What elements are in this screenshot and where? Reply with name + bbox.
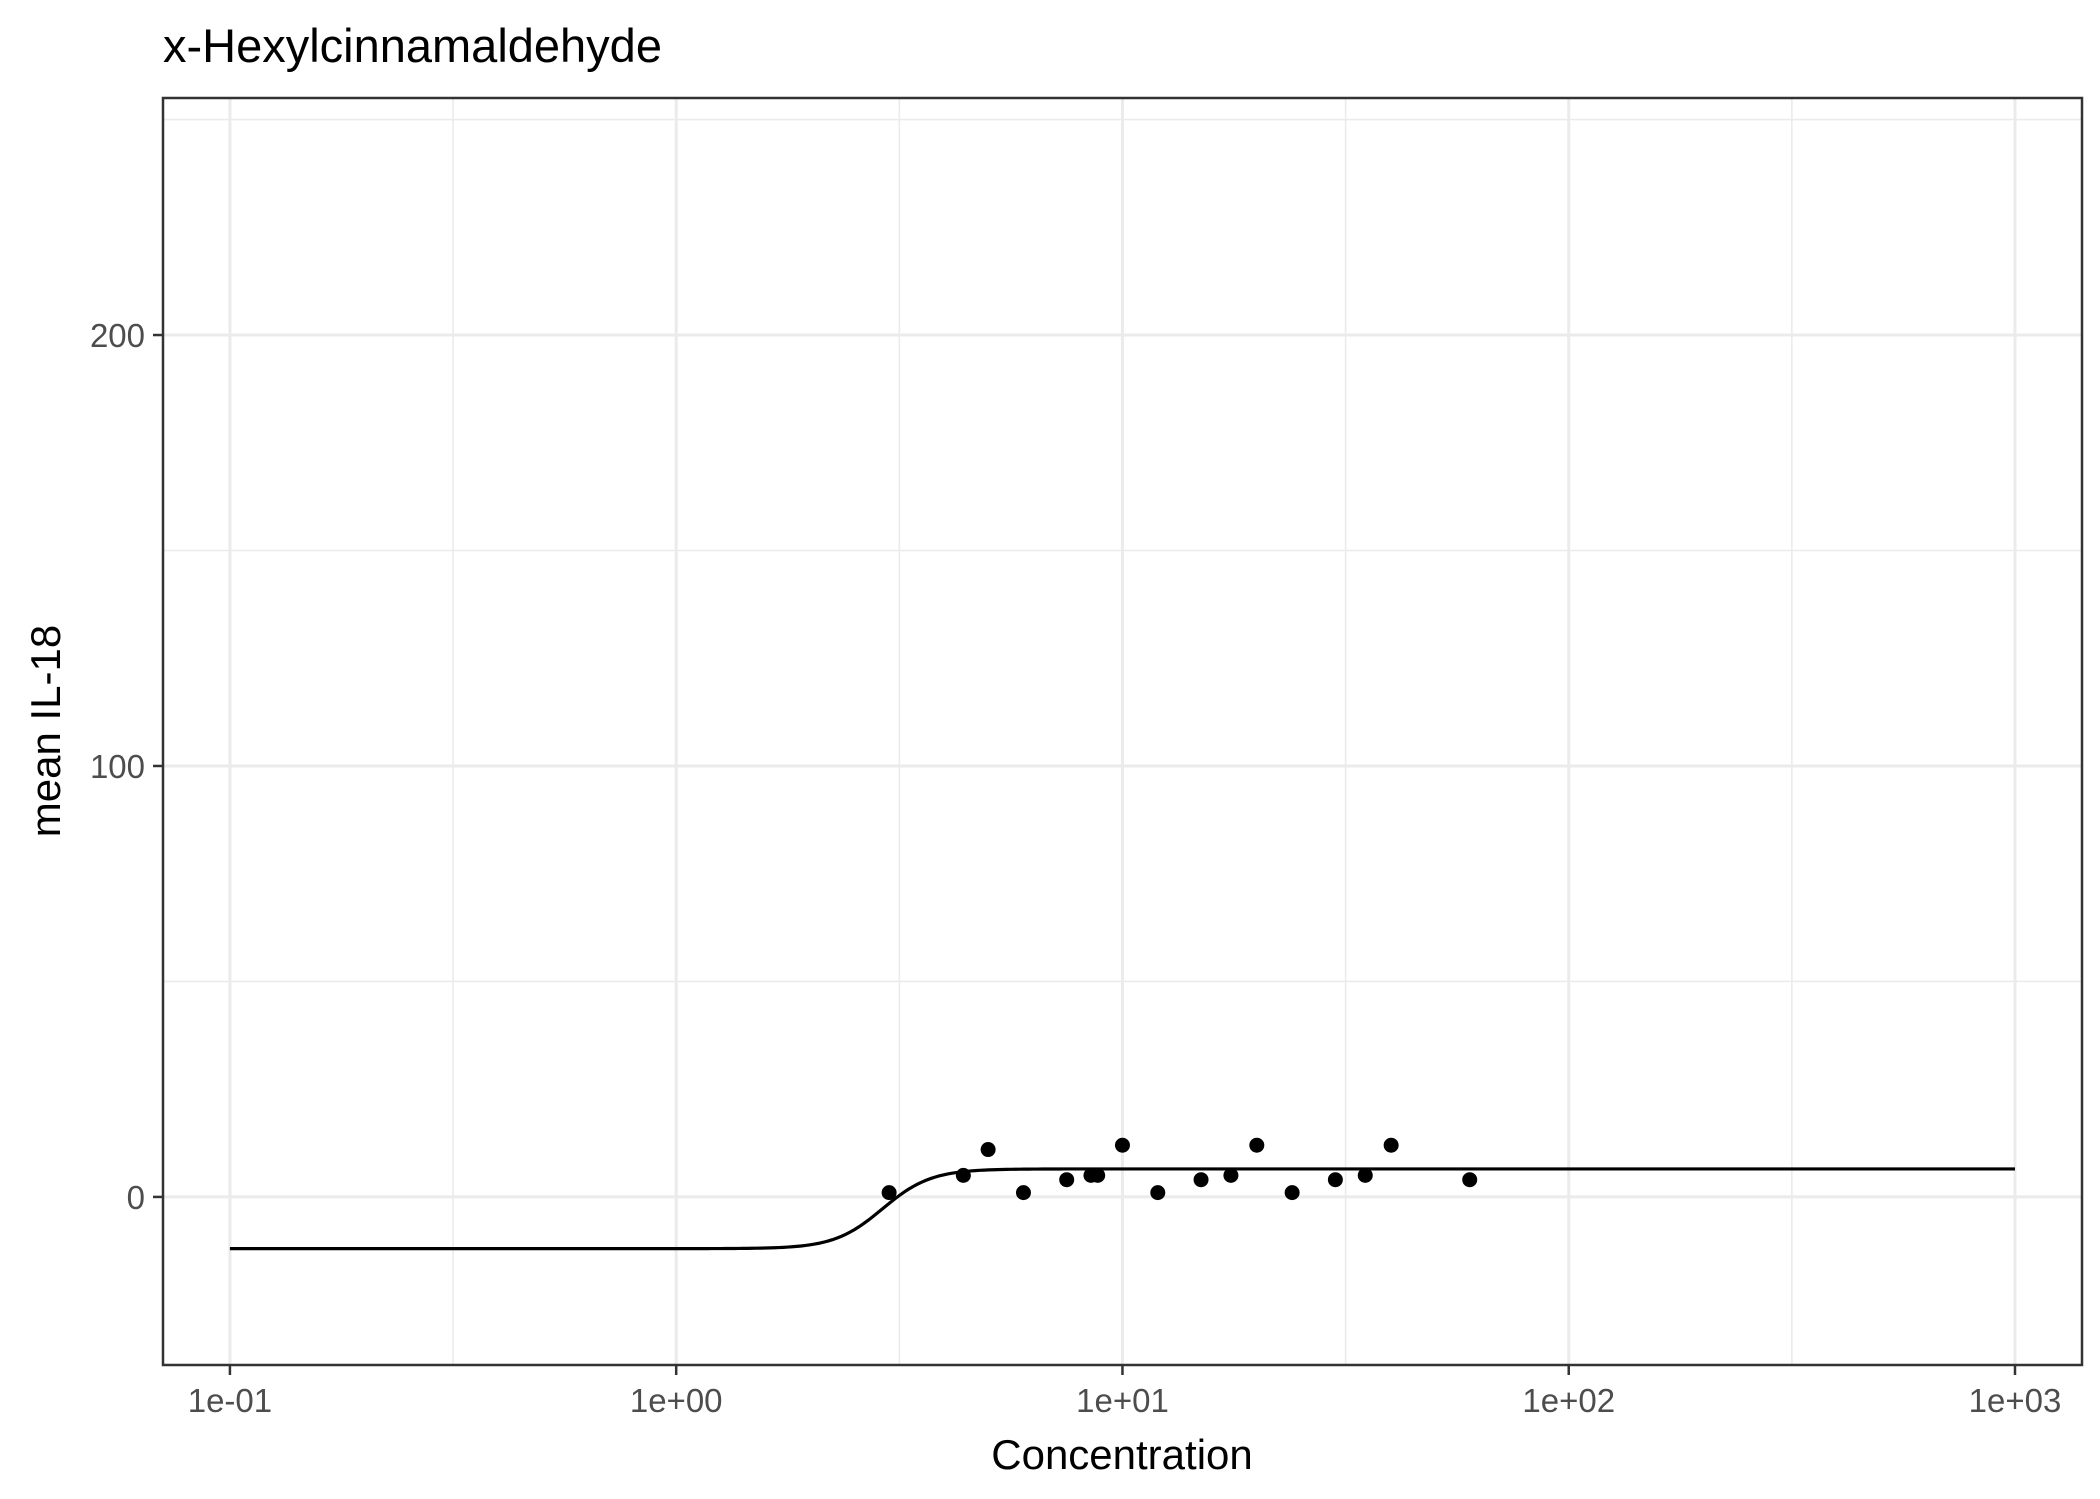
y-tick-label: 0 bbox=[127, 1179, 145, 1216]
data-point bbox=[1249, 1137, 1265, 1153]
data-point bbox=[1114, 1137, 1130, 1153]
y-tick-label: 100 bbox=[90, 748, 145, 785]
chart-title: x-Hexylcinnamaldehyde bbox=[163, 19, 662, 72]
y-axis-title: mean IL-18 bbox=[22, 625, 69, 837]
major-gridlines bbox=[163, 98, 2082, 1365]
fitted-curve-line bbox=[229, 1167, 2015, 1251]
data-point bbox=[1284, 1185, 1300, 1201]
fitted-curve-layer bbox=[229, 1167, 2015, 1251]
data-point bbox=[1090, 1167, 1106, 1183]
data-point bbox=[1193, 1172, 1209, 1188]
data-point bbox=[1327, 1172, 1343, 1188]
x-tick-label: 1e-01 bbox=[188, 1382, 272, 1419]
data-point bbox=[1383, 1137, 1399, 1153]
data-point bbox=[1150, 1185, 1166, 1201]
data-point bbox=[1357, 1167, 1373, 1183]
x-tick-label: 1e+02 bbox=[1522, 1382, 1615, 1419]
data-point bbox=[1015, 1185, 1031, 1201]
data-point bbox=[1059, 1172, 1075, 1188]
data-point bbox=[1223, 1167, 1239, 1183]
x-axis-title: Concentration bbox=[991, 1431, 1253, 1478]
data-point bbox=[881, 1185, 897, 1201]
x-tick-label: 1e+00 bbox=[630, 1382, 723, 1419]
y-tick-label: 200 bbox=[90, 317, 145, 354]
data-point bbox=[955, 1167, 971, 1183]
data-points-layer bbox=[881, 1137, 1478, 1201]
y-axis-ticks: 0 100 200 bbox=[90, 317, 163, 1216]
x-tick-label: 1e+01 bbox=[1076, 1382, 1169, 1419]
x-tick-label: 1e+03 bbox=[1969, 1382, 2062, 1419]
data-point bbox=[980, 1142, 996, 1158]
data-point bbox=[1462, 1172, 1478, 1188]
x-axis-ticks: 1e-01 1e+00 1e+01 1e+02 1e+03 bbox=[188, 1365, 2062, 1419]
